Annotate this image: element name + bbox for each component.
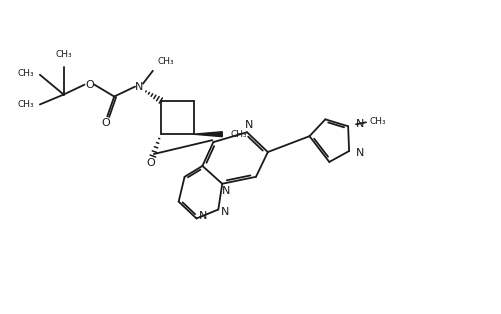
Text: O: O [146, 158, 155, 168]
Text: N: N [356, 148, 364, 158]
Polygon shape [193, 132, 222, 137]
Text: CH₃: CH₃ [230, 130, 247, 139]
Text: N: N [221, 207, 229, 217]
Text: CH₃: CH₃ [18, 69, 34, 78]
Text: CH₃: CH₃ [55, 50, 72, 59]
Text: N: N [222, 186, 230, 196]
Text: N: N [356, 119, 364, 129]
Text: CH₃: CH₃ [158, 57, 174, 66]
Text: N: N [199, 211, 207, 221]
Text: O: O [85, 80, 94, 89]
Text: CH₃: CH₃ [18, 100, 34, 109]
Text: CH₃: CH₃ [370, 117, 387, 126]
Text: N: N [135, 82, 143, 92]
Text: O: O [101, 118, 110, 128]
Text: N: N [245, 120, 253, 130]
